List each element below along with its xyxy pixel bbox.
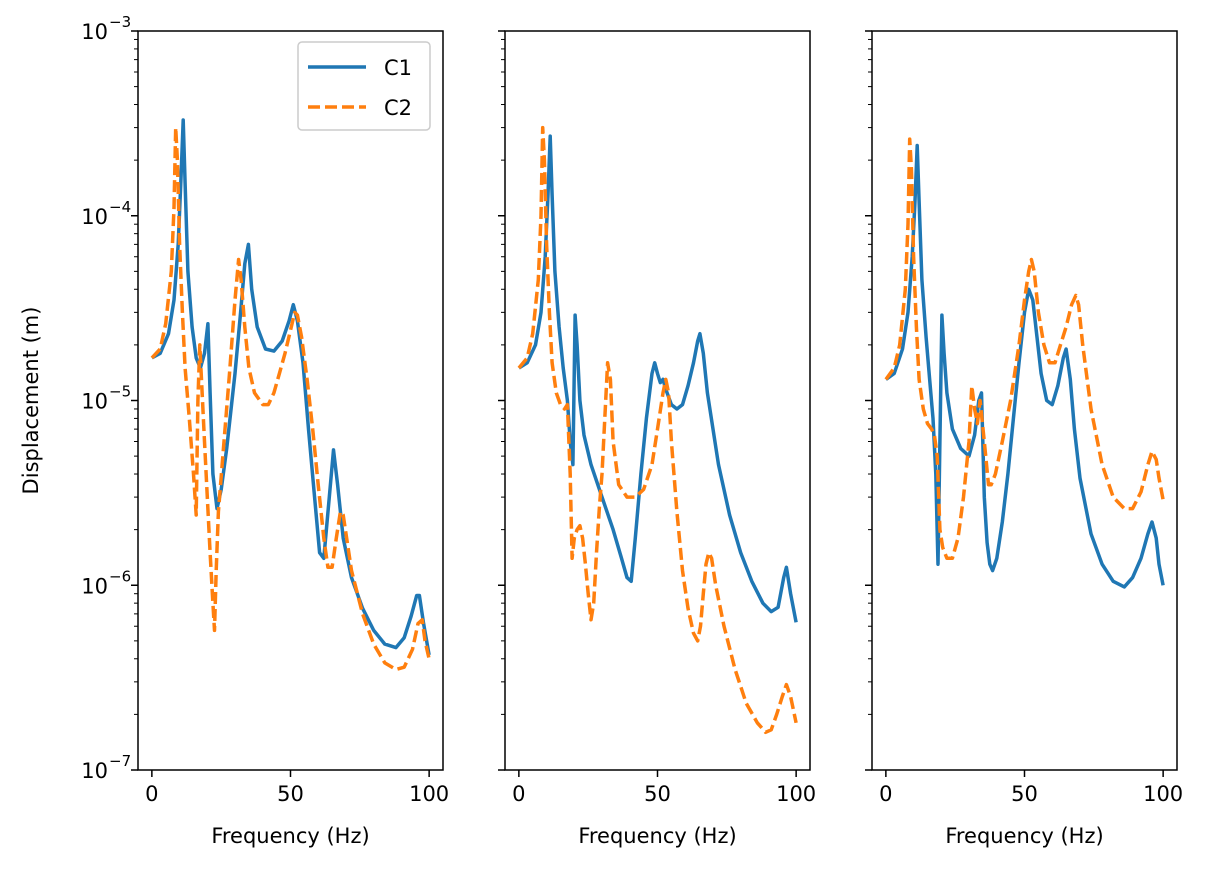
series-c2-line (884, 137, 1165, 561)
axes-frame (871, 30, 1178, 771)
y-tick-label: 10 (81, 205, 108, 229)
y-tick-exponent: −3 (109, 13, 131, 31)
series-c1-line (517, 134, 798, 623)
x-tick-label: 0 (879, 782, 892, 806)
y-tick-exponent: −7 (109, 752, 131, 770)
y-tick-exponent: −6 (109, 567, 131, 585)
legend-label-c1: C1 (384, 56, 412, 80)
x-tick-label: 100 (776, 782, 816, 806)
series-c1-line (884, 143, 1165, 589)
series-c1-line (151, 118, 431, 656)
legend-label-c2: C2 (384, 96, 412, 120)
subplot-3: 0 50 100 Frequency (Hz) (865, 30, 1183, 848)
x-axis-label: Frequency (Hz) (578, 824, 736, 848)
subplot-2: 0 50 100 Frequency (Hz) (498, 30, 816, 848)
x-axis-label: Frequency (Hz) (211, 824, 369, 848)
y-tick-exponent: −4 (109, 198, 131, 216)
series-c2-line (150, 125, 431, 672)
x-tick-label: 100 (1143, 782, 1183, 806)
x-tick-label: 0 (145, 782, 158, 806)
y-tick-label: 10 (81, 574, 108, 598)
x-tick-label: 100 (409, 782, 449, 806)
y-tick-label: 10 (81, 759, 108, 783)
x-axis-label: Frequency (Hz) (945, 824, 1103, 848)
y-tick-label: 10 (81, 20, 108, 44)
series-c2-line (517, 125, 798, 735)
legend: C1 C2 (297, 41, 431, 131)
y-axis-label: Displacement (m) (19, 307, 43, 495)
x-tick-label: 50 (277, 782, 304, 806)
x-tick-label: 50 (644, 782, 671, 806)
y-tick-label: 10 (81, 390, 108, 414)
x-tick-label: 50 (1011, 782, 1038, 806)
y-tick-exponent: −5 (109, 383, 131, 401)
x-tick-label: 0 (512, 782, 525, 806)
